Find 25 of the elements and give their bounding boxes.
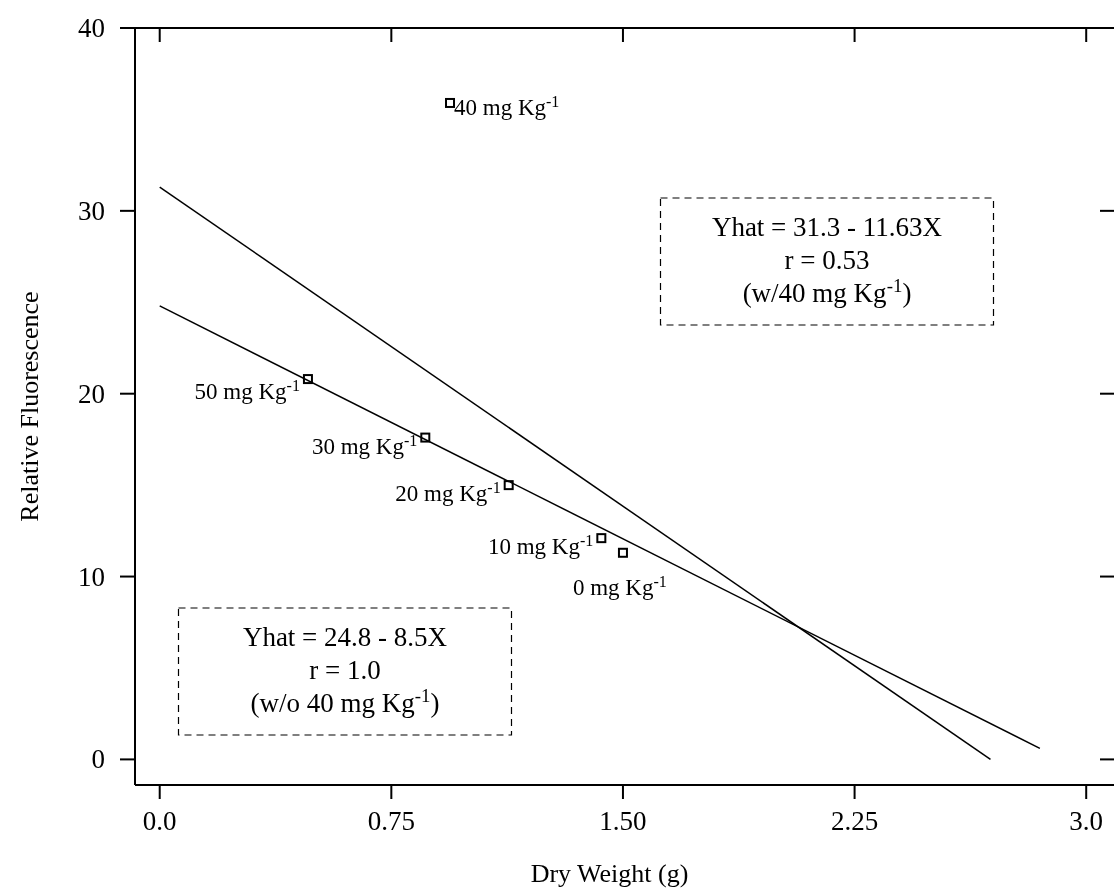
point: [503, 480, 514, 491]
x-tick-label: 0.75: [367, 806, 415, 836]
y-tick-label: 10: [78, 561, 105, 592]
x-axis-title: Dry Weight (g): [530, 859, 689, 888]
annotation: 40 mg Kg$^{-1}$: [454, 92, 560, 120]
annotation: 20 mg Kg$^{-1}$: [395, 478, 501, 507]
y-tick-label: 30: [78, 195, 105, 226]
annotation: Yhat = 31.3 - 11.63X r = 0.53 (w/40 mg Kg$^{-1}$): [711, 212, 943, 308]
y-axis-title: Relative Fluorescence: [15, 291, 44, 522]
y-tick-label: 40: [78, 13, 105, 43]
x-tick-label: 1.50: [599, 806, 647, 836]
point: [302, 374, 313, 385]
point: [420, 432, 431, 443]
point: [617, 547, 628, 558]
annotation: 50 mg Kg$^{-1}$: [194, 376, 300, 405]
annotation: 30 mg Kg$^{-1}$: [311, 431, 418, 459]
x-tick-label: 3.0: [1069, 806, 1104, 836]
x-tick-label: 0.0: [142, 806, 177, 836]
x-tick-label: 2.25: [830, 806, 879, 836]
y-tick-label: 20: [78, 378, 105, 409]
annotation: 10 mg Kg$^{-1}$: [487, 531, 594, 560]
annotation: Yhat = 24.8 - 8.5X r = 1.0 (w/o 40 mg Kg$^{-1}$): [242, 622, 448, 718]
annotation: 0 mg Kg$^{-1}$: [572, 572, 667, 600]
y-tick-label: 0: [91, 744, 105, 775]
point: [596, 533, 607, 544]
